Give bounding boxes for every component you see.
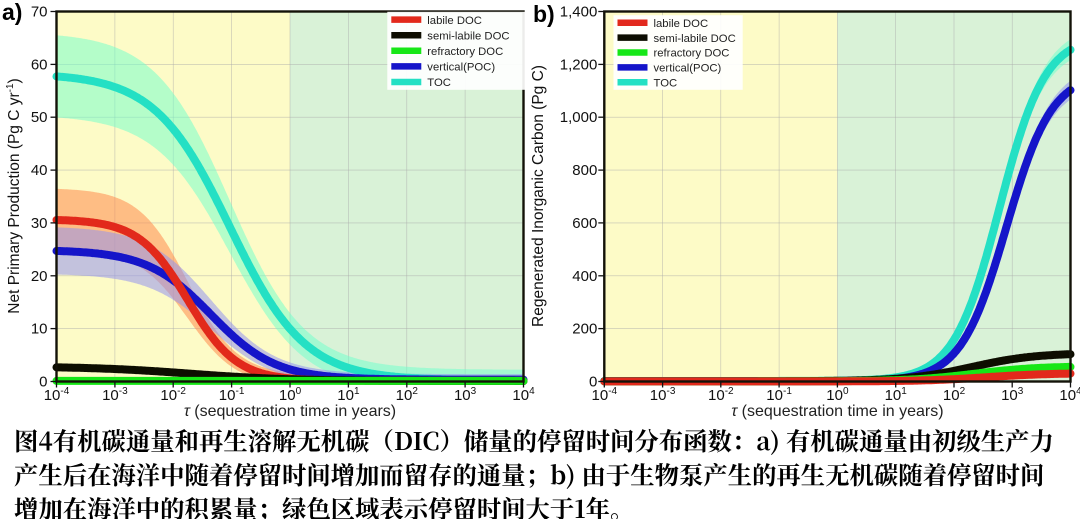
svg-text:10-1: 10-1 [219,386,245,404]
svg-text:a): a) [2,0,22,25]
svg-text:50: 50 [31,109,48,126]
svg-text:τ (sequestration time in years: τ (sequestration time in years) [731,403,943,420]
svg-text:103: 103 [454,386,477,404]
svg-text:60: 60 [31,56,48,73]
svg-text:1,000: 1,000 [560,109,598,126]
svg-text:τ (sequestration time in years: τ (sequestration time in years) [184,403,396,420]
svg-text:100: 100 [279,386,302,404]
svg-text:b): b) [533,1,555,27]
svg-text:0: 0 [39,374,47,391]
svg-text:TOC: TOC [654,78,678,90]
svg-text:30: 30 [31,215,48,232]
svg-text:labile DOC: labile DOC [654,18,709,30]
svg-text:semi-labile DOC: semi-labile DOC [427,30,509,42]
svg-text:101: 101 [885,386,908,404]
svg-text:10-1: 10-1 [766,386,792,404]
svg-text:102: 102 [396,386,419,404]
svg-text:10-3: 10-3 [102,386,128,404]
svg-text:101: 101 [337,386,360,404]
svg-text:10: 10 [31,321,48,338]
svg-text:800: 800 [572,162,597,179]
svg-text:10-2: 10-2 [160,386,186,404]
svg-text:1,400: 1,400 [560,4,598,21]
svg-text:0: 0 [589,374,597,391]
svg-text:10-4: 10-4 [44,386,70,404]
svg-text:refractory DOC: refractory DOC [654,48,730,60]
svg-text:400: 400 [572,268,597,285]
svg-text:Regenerated Inorganic Carbon (: Regenerated Inorganic Carbon (Pg C) [530,65,547,327]
svg-text:semi-labile DOC: semi-labile DOC [654,33,736,45]
svg-text:1,200: 1,200 [560,56,598,73]
svg-text:TOC: TOC [427,77,451,89]
svg-text:102: 102 [943,386,966,404]
svg-text:10-3: 10-3 [650,386,676,404]
svg-text:600: 600 [572,215,597,232]
svg-text:vertical(POC): vertical(POC) [427,62,495,74]
svg-text:100: 100 [826,386,849,404]
svg-text:vertical(POC): vertical(POC) [654,63,722,75]
svg-text:Net Primary Production (Pg C y: Net Primary Production (Pg C yr-1) [5,78,23,313]
svg-text:labile DOC: labile DOC [427,15,482,27]
svg-text:refractory DOC: refractory DOC [427,46,503,58]
svg-text:10-2: 10-2 [708,386,734,404]
svg-text:70: 70 [31,4,48,21]
svg-text:20: 20 [31,268,48,285]
svg-text:104: 104 [1059,386,1080,404]
svg-text:200: 200 [572,321,597,338]
svg-text:104: 104 [512,386,535,404]
svg-text:40: 40 [31,162,48,179]
svg-text:103: 103 [1001,386,1024,404]
